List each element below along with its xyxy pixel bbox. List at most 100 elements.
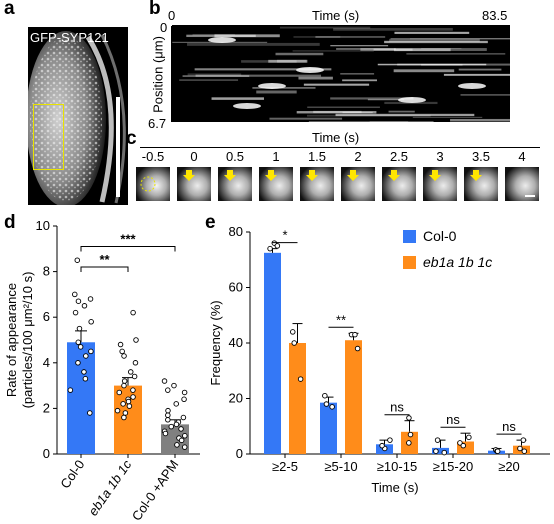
data-point <box>181 396 187 403</box>
kymo-streak <box>330 45 389 47</box>
data-point <box>354 345 361 352</box>
bar <box>264 252 281 454</box>
y-tick-label: 2 <box>43 400 50 415</box>
data-point <box>406 415 412 421</box>
chart-d-rate-of-appearance: 0 2 4 6 8 10 Rate of appearance (particles/100 … <box>4 218 200 523</box>
data-point <box>116 389 123 396</box>
kymo-bright-event <box>208 37 236 43</box>
data-point <box>88 319 94 325</box>
kymo-streak <box>390 38 510 40</box>
data-point <box>171 382 177 389</box>
data-point <box>329 404 335 410</box>
data-point <box>127 369 134 375</box>
kymo-streak <box>315 36 386 38</box>
data-point <box>74 257 81 263</box>
frame-thumbnail <box>423 167 457 201</box>
data-point <box>289 329 296 335</box>
data-point <box>76 325 83 332</box>
significance-label: ns <box>446 412 460 427</box>
data-point <box>77 344 84 350</box>
kymo-streak <box>406 53 506 55</box>
data-point <box>83 353 89 359</box>
kymo-time-axis <box>172 25 510 26</box>
frame-time-label: 2.5 <box>389 149 409 164</box>
panel-label-d: d <box>4 212 16 233</box>
legend-label: eb1a 1b 1c <box>423 254 492 270</box>
x-tick-label: ≥5-10 <box>324 459 357 474</box>
data-point <box>126 403 133 409</box>
bar <box>289 343 306 454</box>
arrow-down-icon <box>183 170 195 181</box>
bar <box>114 385 142 454</box>
panel-label-b: b <box>149 0 161 19</box>
data-point <box>406 440 412 446</box>
arrow-down-icon <box>265 170 277 181</box>
x-tick-label: Col-0 +APM <box>129 457 182 523</box>
kymo-streak <box>335 113 475 117</box>
arrow-down-icon <box>306 170 318 181</box>
panel-label-e: e <box>205 212 216 233</box>
arrow-down-icon <box>224 170 236 181</box>
data-point <box>165 412 171 418</box>
frames-time-axis <box>140 147 540 148</box>
data-point <box>267 245 273 252</box>
kymo-streak <box>394 31 470 34</box>
data-point <box>75 339 82 346</box>
data-point <box>182 433 188 439</box>
data-point <box>165 387 171 393</box>
kymo-streak <box>360 48 487 51</box>
x-axis-label: Time (s) <box>371 480 418 495</box>
frame-thumbnail <box>464 167 498 201</box>
data-point <box>441 449 447 456</box>
kymo-streak <box>179 79 239 81</box>
data-point <box>520 437 527 443</box>
data-point <box>119 348 125 355</box>
data-point <box>434 437 441 443</box>
data-point <box>407 431 414 438</box>
kymo-streak <box>214 34 280 38</box>
significance-label: ** <box>336 312 346 327</box>
kymo-streak <box>308 121 434 122</box>
kymo-streak <box>256 90 297 94</box>
scale-bar <box>525 195 535 197</box>
frame-time-label: 1 <box>272 149 280 164</box>
significance-label: ns <box>390 400 404 415</box>
frame-time-label: 3 <box>436 149 444 164</box>
frame-thumbnail <box>300 167 334 201</box>
frame-thumbnail <box>218 167 252 201</box>
data-point <box>352 331 358 338</box>
significance-bracket <box>80 246 176 252</box>
kymo-streak <box>409 38 510 40</box>
data-point <box>82 376 89 382</box>
frame-thumbnail <box>259 167 293 201</box>
data-point <box>130 394 136 400</box>
kymo-bright-event <box>296 67 324 73</box>
kymo-streak <box>268 59 308 63</box>
chart-e-frequency: 0 20 40 60 80 Frequency (%) Time (s) ≥2-5 * ≥5-10… <box>208 224 550 495</box>
data-point <box>173 401 179 407</box>
kymo-streak <box>340 73 375 75</box>
panel-label-a: a <box>4 0 15 19</box>
data-point <box>460 442 467 449</box>
kymo-streak <box>330 97 414 100</box>
data-point <box>178 437 185 444</box>
x-tick-label: eb1a 1b 1c <box>85 457 134 519</box>
kymo-ylabel: Position (μm) <box>150 36 166 113</box>
data-point <box>161 378 168 384</box>
frame-thumbnail <box>136 167 170 201</box>
data-point <box>297 376 304 382</box>
y-axis-label: Rate of appearance <box>4 283 19 397</box>
data-point <box>130 309 136 316</box>
kymo-streak <box>298 76 333 80</box>
x-tick-label: ≥15-20 <box>433 459 473 474</box>
x-tick-label: ≥10-15 <box>377 459 417 474</box>
data-point <box>494 448 501 454</box>
x-tick-label: Col-0 <box>57 457 87 491</box>
frames-time-label: Time (s) <box>312 130 360 145</box>
data-point <box>72 309 79 316</box>
y-axis-label-units: (particles/100 μm²/10 s) <box>20 272 35 409</box>
data-point <box>121 382 127 389</box>
data-point <box>75 360 81 366</box>
kymo-streak <box>275 52 324 56</box>
data-point <box>88 348 94 355</box>
